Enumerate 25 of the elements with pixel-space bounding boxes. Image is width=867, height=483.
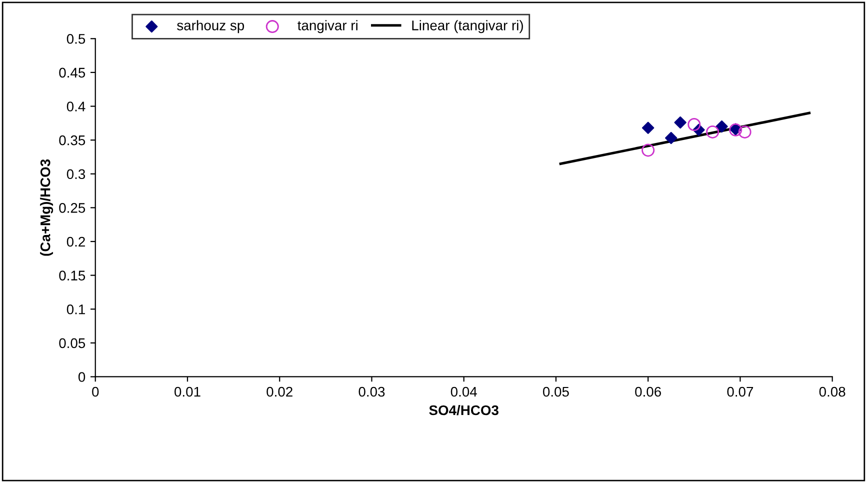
legend-label: Linear (tangivar ri) [412, 20, 523, 34]
legend-label: sarhouz sp [177, 20, 244, 34]
y-tick-label: 0.05 [59, 338, 86, 348]
y-tick-label: 0.1 [66, 304, 85, 314]
x-tick-label: 0.08 [819, 386, 846, 397]
y-tick-label: 0.4 [66, 102, 86, 112]
x-tick-label: 0.05 [542, 386, 569, 397]
y-axis-title: (Ca+Mg)/HCO3 [40, 159, 54, 256]
x-tick-label: 0.06 [635, 386, 661, 397]
x-tick-label: 0.07 [727, 386, 754, 397]
y-tick-label: 0.5 [66, 34, 86, 44]
x-tick-label: 0 [92, 386, 99, 397]
y-tick-label: 0.25 [59, 203, 86, 213]
y-tick-label: 0.15 [59, 270, 86, 280]
legend-label: tangivar ri [298, 20, 358, 34]
x-tick-label: 0.04 [450, 386, 477, 397]
y-tick-label: 0.45 [59, 68, 86, 78]
y-tick-label: 0.2 [66, 236, 85, 247]
y-tick-label: 0.35 [59, 135, 86, 146]
y-tick-label: 0.3 [66, 169, 86, 180]
x-tick-label: 0.01 [174, 386, 200, 397]
x-tick-label: 0.03 [358, 386, 385, 397]
x-axis-title: SO4/HCO3 [429, 404, 498, 416]
x-tick-label: 0.02 [266, 386, 292, 397]
y-tick-label: 0 [78, 372, 86, 382]
